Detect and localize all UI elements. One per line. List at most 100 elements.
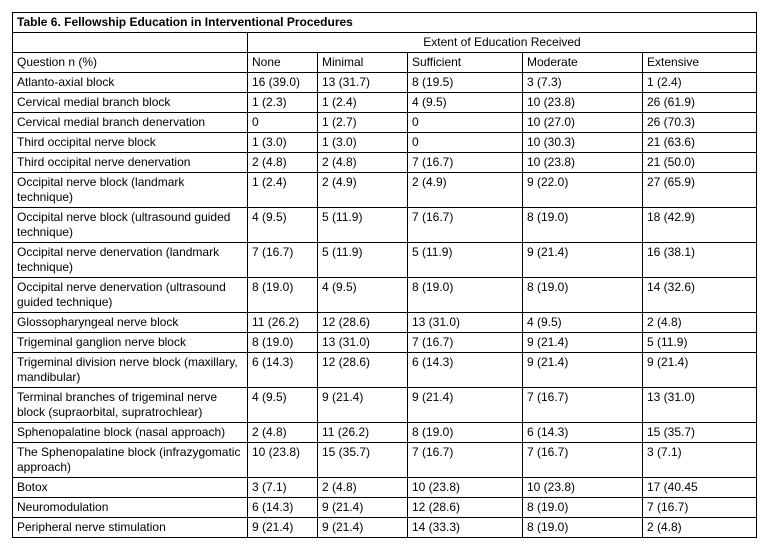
cell: 9 (21.4) (318, 388, 408, 423)
cell: 3 (7.1) (643, 443, 757, 478)
cell: 1 (2.4) (643, 73, 757, 93)
table-title: Table 6. Fellowship Education in Interve… (13, 13, 757, 33)
cell: 13 (31.0) (643, 388, 757, 423)
table-row: Terminal branches of trigeminal nerve bl… (13, 388, 757, 423)
cell: 4 (9.5) (408, 93, 523, 113)
col-none: None (248, 53, 318, 73)
row-label: Sphenopalatine block (nasal approach) (13, 423, 248, 443)
cell: 8 (19.0) (523, 498, 643, 518)
row-label: Occipital nerve denervation (landmark te… (13, 243, 248, 278)
table-row: Cervical medial branch block1 (2.3)1 (2.… (13, 93, 757, 113)
cell: 13 (31.0) (408, 313, 523, 333)
row-label: Cervical medial branch denervation (13, 113, 248, 133)
cell: 9 (21.4) (408, 388, 523, 423)
cell: 9 (21.4) (318, 518, 408, 538)
fellowship-education-table: Table 6. Fellowship Education in Interve… (12, 12, 757, 538)
col-sufficient: Sufficient (408, 53, 523, 73)
cell: 12 (28.6) (318, 313, 408, 333)
table-row: Occipital nerve block (ultrasound guided… (13, 208, 757, 243)
cell: 10 (27.0) (523, 113, 643, 133)
row-label: Third occipital nerve denervation (13, 153, 248, 173)
cell: 14 (32.6) (643, 278, 757, 313)
cell: 12 (28.6) (318, 353, 408, 388)
table-row: Cervical medial branch denervation01 (2.… (13, 113, 757, 133)
row-label: Peripheral nerve stimulation (13, 518, 248, 538)
cell: 2 (4.8) (643, 313, 757, 333)
table-row: Occipital nerve denervation (ultrasound … (13, 278, 757, 313)
cell: 8 (19.0) (408, 278, 523, 313)
table-body: Atlanto-axial block16 (39.0)13 (31.7)8 (… (13, 73, 757, 538)
table-row: Occipital nerve denervation (landmark te… (13, 243, 757, 278)
cell: 10 (23.8) (523, 153, 643, 173)
table-row: Sphenopalatine block (nasal approach)2 (… (13, 423, 757, 443)
cell: 16 (38.1) (643, 243, 757, 278)
cell: 0 (408, 113, 523, 133)
cell: 5 (11.9) (643, 333, 757, 353)
cell: 6 (14.3) (248, 498, 318, 518)
cell: 9 (21.4) (523, 353, 643, 388)
col-extensive: Extensive (643, 53, 757, 73)
cell: 21 (63.6) (643, 133, 757, 153)
cell: 3 (7.3) (523, 73, 643, 93)
cell: 8 (19.0) (248, 278, 318, 313)
row-label: Botox (13, 478, 248, 498)
cell: 9 (21.4) (248, 518, 318, 538)
cell: 21 (50.0) (643, 153, 757, 173)
cell: 15 (35.7) (318, 443, 408, 478)
cell: 6 (14.3) (523, 423, 643, 443)
cell: 2 (4.9) (408, 173, 523, 208)
row-label: Cervical medial branch block (13, 93, 248, 113)
table-row: Occipital nerve block (landmark techniqu… (13, 173, 757, 208)
cell: 15 (35.7) (643, 423, 757, 443)
group-header: Extent of Education Received (248, 33, 757, 53)
cell: 10 (23.8) (248, 443, 318, 478)
table-row: The Sphenopalatine block (infrazygomatic… (13, 443, 757, 478)
cell: 7 (16.7) (408, 208, 523, 243)
cell: 2 (4.8) (643, 518, 757, 538)
cell: 7 (16.7) (523, 443, 643, 478)
cell: 4 (9.5) (523, 313, 643, 333)
table-row: Glossopharyngeal nerve block11 (26.2)12 … (13, 313, 757, 333)
cell: 16 (39.0) (248, 73, 318, 93)
table-row: Atlanto-axial block16 (39.0)13 (31.7)8 (… (13, 73, 757, 93)
cell: 6 (14.3) (248, 353, 318, 388)
cell: 11 (26.2) (248, 313, 318, 333)
cell: 8 (19.0) (523, 518, 643, 538)
cell: 5 (11.9) (318, 208, 408, 243)
cell: 12 (28.6) (408, 498, 523, 518)
table-row: Peripheral nerve stimulation9 (21.4)9 (2… (13, 518, 757, 538)
cell: 2 (4.9) (318, 173, 408, 208)
cell: 7 (16.7) (408, 333, 523, 353)
table-row: Third occipital nerve block1 (3.0)1 (3.0… (13, 133, 757, 153)
row-label: Trigeminal ganglion nerve block (13, 333, 248, 353)
cell: 7 (16.7) (408, 153, 523, 173)
row-label: Glossopharyngeal nerve block (13, 313, 248, 333)
cell: 27 (65.9) (643, 173, 757, 208)
cell: 7 (16.7) (523, 388, 643, 423)
table-row: Neuromodulation6 (14.3)9 (21.4)12 (28.6)… (13, 498, 757, 518)
cell: 9 (21.4) (523, 333, 643, 353)
cell: 1 (2.4) (318, 93, 408, 113)
cell: 10 (23.8) (408, 478, 523, 498)
cell: 26 (61.9) (643, 93, 757, 113)
cell: 3 (7.1) (248, 478, 318, 498)
cell: 8 (19.0) (523, 278, 643, 313)
row-label: Occipital nerve block (landmark techniqu… (13, 173, 248, 208)
cell: 13 (31.7) (318, 73, 408, 93)
col-minimal: Minimal (318, 53, 408, 73)
cell: 1 (2.7) (318, 113, 408, 133)
cell: 6 (14.3) (408, 353, 523, 388)
cell: 0 (248, 113, 318, 133)
cell: 9 (22.0) (523, 173, 643, 208)
cell: 17 (40.45 (643, 478, 757, 498)
row-label: Trigeminal division nerve block (maxilla… (13, 353, 248, 388)
cell: 2 (4.8) (248, 423, 318, 443)
cell: 9 (21.4) (643, 353, 757, 388)
row-label: Third occipital nerve block (13, 133, 248, 153)
cell: 7 (16.7) (643, 498, 757, 518)
cell: 1 (2.4) (248, 173, 318, 208)
cell: 8 (19.5) (408, 73, 523, 93)
cell: 4 (9.5) (248, 208, 318, 243)
cell: 7 (16.7) (248, 243, 318, 278)
col-moderate: Moderate (523, 53, 643, 73)
